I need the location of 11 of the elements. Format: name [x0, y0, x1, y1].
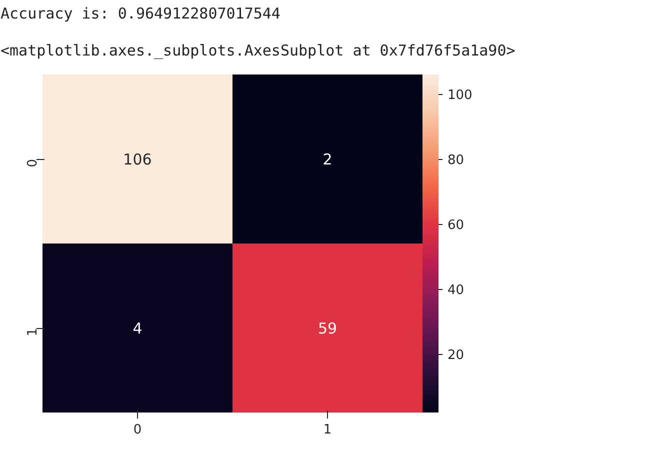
- text: <matplotlib.axes._subplots.AxesSubplot at 0x7fd76f5a1a90>: [0, 42, 516, 60]
- data-label: 4: [132, 320, 142, 338]
- color-bar-label: 100: [448, 88, 472, 103]
- data-label: 59: [318, 320, 338, 338]
- color-bar-label: 40: [448, 283, 464, 298]
- color-bar-label: 80: [448, 153, 464, 168]
- data-label: 2: [322, 150, 332, 168]
- color-bar-label: 60: [448, 218, 464, 233]
- text: Accuracy is: 0.9649122807017544: [0, 4, 280, 22]
- data-label: 106: [123, 150, 152, 168]
- color-bar-label: 20: [448, 348, 464, 363]
